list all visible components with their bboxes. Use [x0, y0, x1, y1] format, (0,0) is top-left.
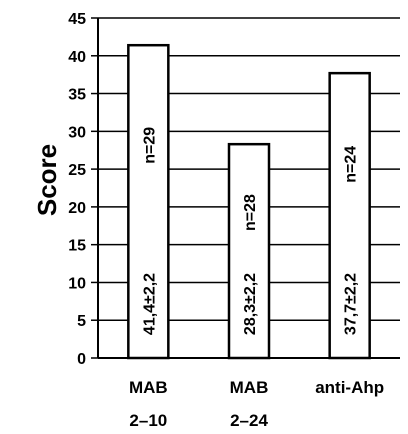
- category-label-line2: 2–10: [129, 411, 167, 430]
- y-tick-label: 5: [77, 313, 86, 330]
- y-tick-label: 20: [68, 200, 86, 217]
- bars: n=29 41,4±2,2 n=28 28,3±2,2 n=24 37,7±2,2: [127, 43, 371, 360]
- y-tick-label: 10: [68, 275, 86, 292]
- y-axis-label: Score: [32, 144, 62, 216]
- category-label-line1: anti-Ahp: [315, 378, 384, 397]
- category-label-line1: MAB: [230, 378, 269, 397]
- y-tick-label: 35: [68, 87, 86, 104]
- y-tick-label: 25: [68, 162, 86, 179]
- category-label-line2: 2–24: [230, 411, 268, 430]
- bar-n-label: n=29: [141, 127, 158, 164]
- bar-value-label: 37,7±2,2: [343, 273, 360, 335]
- y-tick-labels: 0 5 10 15 20 25 30 35 40 45: [68, 11, 86, 368]
- bar: [127, 43, 170, 360]
- y-tick-label: 40: [68, 49, 86, 66]
- category-label-line1: MAB: [129, 378, 168, 397]
- bar-n-label: n=28: [242, 194, 259, 231]
- bar-n-label: n=24: [343, 146, 360, 183]
- y-tick-label: 30: [68, 124, 86, 141]
- bar-value-label: 41,4±2,2: [141, 273, 158, 335]
- y-tick-label: 0: [77, 351, 86, 368]
- y-tick-label: 15: [68, 238, 86, 255]
- axes: [91, 17, 400, 359]
- bar-value-label: 28,3±2,2: [242, 273, 259, 335]
- category-labels: MAB 2–10 MAB 2–24 anti-Ahp: [129, 378, 384, 430]
- y-tick-label: 45: [68, 11, 86, 28]
